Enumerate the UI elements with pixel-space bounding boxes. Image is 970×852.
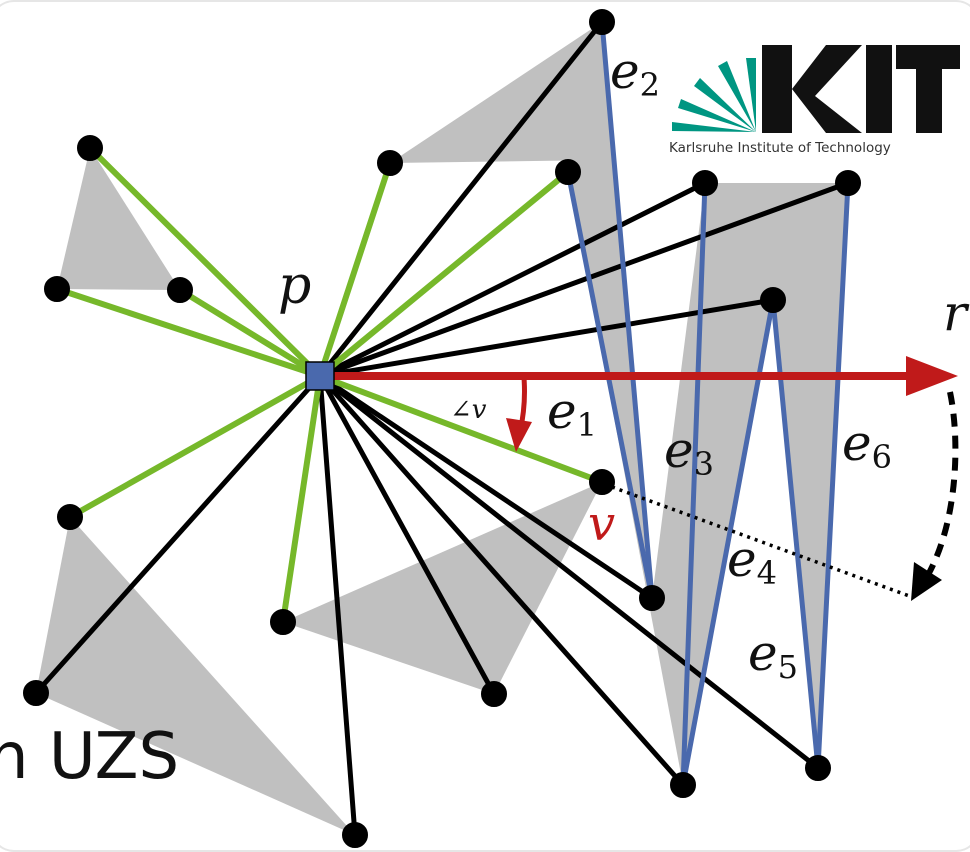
blue-edges	[565, 19, 851, 788]
black-edge	[33, 373, 323, 696]
angle-arrowhead	[506, 418, 532, 452]
vertex	[835, 170, 861, 196]
label-e2: e2	[610, 42, 660, 104]
kit-logo: Karlsruhe Institute of Technology	[669, 45, 960, 156]
label-e6: e6	[842, 414, 892, 476]
vertex	[481, 681, 507, 707]
vertex	[760, 287, 786, 313]
green-edge	[54, 286, 323, 379]
label-e4: e4	[727, 530, 777, 592]
rotation-arc	[925, 391, 959, 577]
vertex	[555, 159, 581, 185]
vertex	[589, 9, 615, 35]
black-edge	[317, 297, 776, 379]
vertex-v	[589, 469, 615, 495]
vertex	[270, 609, 296, 635]
vertex	[692, 170, 718, 196]
label-r: r	[943, 284, 970, 342]
rotation-arrowhead	[911, 562, 942, 601]
kit-fan-icon	[672, 58, 756, 132]
dotted-ray-v	[611, 485, 913, 599]
black-edges	[33, 19, 851, 838]
edge-e4	[680, 297, 776, 788]
green-edge	[317, 373, 605, 485]
label-angle-v: ∠v	[450, 395, 487, 425]
label-e5: e5	[748, 624, 798, 686]
vertex	[57, 504, 83, 530]
kit-letters	[762, 45, 960, 133]
vertex	[44, 276, 70, 302]
black-edge	[317, 373, 358, 838]
black-edge	[317, 19, 605, 379]
obstacle-triangle-top-left	[57, 148, 180, 290]
vertices	[23, 9, 861, 848]
vertex	[639, 585, 665, 611]
green-edge	[177, 287, 323, 379]
vertex	[377, 150, 403, 176]
green-edge	[87, 145, 323, 379]
edge-e6	[815, 180, 851, 771]
label-p: p	[278, 256, 311, 316]
vertex	[670, 772, 696, 798]
black-edge	[317, 373, 497, 697]
obstacle-zigzag	[568, 22, 848, 785]
edge-e1	[565, 169, 655, 601]
black-edge	[317, 373, 655, 601]
black-edge	[317, 373, 821, 771]
sweep-ray-arrowhead	[906, 356, 958, 396]
label-v: v	[588, 496, 615, 552]
green-edge	[280, 373, 323, 625]
obstacles	[36, 22, 848, 835]
vertex	[342, 822, 368, 848]
black-edge	[317, 180, 708, 379]
point-p	[305, 361, 335, 391]
obstacle-bottom-left	[36, 517, 355, 835]
green-edges	[54, 145, 605, 625]
vertex	[805, 755, 831, 781]
edge-e2	[599, 19, 655, 601]
label-e1: e1	[547, 382, 597, 444]
black-edge	[317, 180, 851, 379]
green-edge	[317, 160, 393, 379]
vertex	[167, 277, 193, 303]
green-edge	[317, 169, 571, 379]
vertex	[23, 680, 49, 706]
kit-caption: Karlsruhe Institute of Technology	[669, 140, 891, 156]
label-e3: e3	[664, 421, 714, 483]
vertex	[77, 135, 103, 161]
black-edge	[317, 373, 686, 788]
obstacle-top-band	[390, 22, 602, 163]
ccw-text: n UZS	[0, 720, 179, 794]
green-edge	[67, 373, 323, 520]
edge-e3	[680, 180, 708, 788]
